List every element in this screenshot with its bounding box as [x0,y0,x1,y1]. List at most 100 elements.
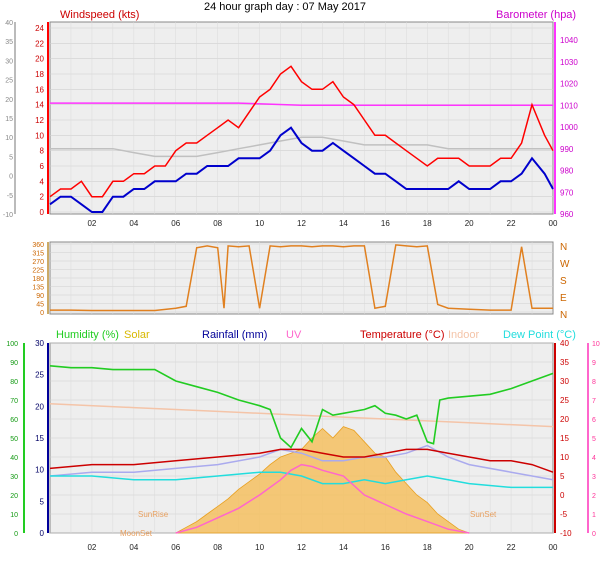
direction-tick-45: 45 [36,302,44,309]
weather-xtick-16: 16 [381,543,390,552]
legend-4: Temperature (°C) [360,329,444,341]
rainfall-tick-5: 5 [40,497,45,506]
rainfall-tick-25: 25 [35,371,44,380]
humidity-tick-80: 80 [10,379,18,386]
weather-xtick-12: 12 [297,543,306,552]
wind-left-tick-8: 8 [40,147,45,156]
weather-xtick-20: 20 [465,543,474,552]
temperature-tick--10: -10 [560,529,572,538]
wind-left-tick-14: 14 [35,101,44,110]
humidity-tick-20: 20 [10,493,18,500]
temperature-tick-10: 10 [560,453,569,462]
avg-wind-line [49,126,554,213]
wind-right-axis-label: Barometer (hpa) [496,9,576,21]
weather-xtick-00: 00 [549,543,558,552]
wind-xtick-14: 14 [339,219,348,228]
temperature-tick-15: 15 [560,434,569,443]
barometer-line [50,102,553,107]
wind-outer-tick-10: 10 [5,135,13,142]
humidity-line [49,365,554,449]
wind-outer-tick--5: -5 [7,193,13,200]
uv-tick-1: 1 [592,512,596,519]
direction-tick-180: 180 [32,276,44,283]
weather-xtick-10: 10 [255,543,264,552]
weather-xtick-08: 08 [213,543,222,552]
wind-right-tick-1010: 1010 [560,101,578,110]
solar-area [175,426,470,534]
wind-xtick-10: 10 [255,219,264,228]
temperature-tick-40: 40 [560,339,569,348]
wind-left-tick-12: 12 [35,116,44,125]
uv-tick-4: 4 [592,455,596,462]
wind-xtick-20: 20 [465,219,474,228]
wind-outer-tick-25: 25 [5,78,13,85]
temperature-tick-35: 35 [560,358,569,367]
direction-compass-2: S [560,276,567,287]
wind-xtick-00: 00 [549,219,558,228]
rainfall-tick-10: 10 [35,466,44,475]
direction-compass-3: E [560,293,567,304]
annotation-sunrise: SunRise [138,510,169,519]
indoor-line [49,403,554,428]
chart-title: 24 hour graph day : 07 May 2017 [204,1,366,13]
humidity-tick-60: 60 [10,417,18,424]
wind-right-tick-970: 970 [560,188,574,197]
wind-right-tick-1000: 1000 [560,123,578,132]
rainfall-tick-15: 15 [35,434,44,443]
rainfall-tick-20: 20 [35,402,44,411]
wind-left-axis-label: Windspeed (kts) [60,9,139,21]
wind-xtick-18: 18 [423,219,432,228]
wind-outer-tick-0: 0 [9,174,13,181]
annotation-sunset: SunSet [470,510,497,519]
wind-outer-tick-35: 35 [5,39,13,46]
humidity-tick-30: 30 [10,474,18,481]
wind-grey-line [50,136,553,158]
wind-right-tick-1020: 1020 [560,80,578,89]
weather-xtick-02: 02 [87,543,96,552]
weather-xtick-04: 04 [129,543,138,552]
weather-xtick-22: 22 [507,543,516,552]
uv-tick-10: 10 [592,341,600,348]
humidity-tick-50: 50 [10,436,18,443]
wind-right-tick-960: 960 [560,210,574,219]
wind-right-tick-990: 990 [560,145,574,154]
uv-tick-6: 6 [592,417,596,424]
humidity-tick-90: 90 [10,360,18,367]
temperature-tick-30: 30 [560,377,569,386]
wind-outer-tick-40: 40 [5,20,13,27]
wind-outer-tick--10: -10 [3,212,13,219]
humidity-tick-10: 10 [10,512,18,519]
gust-line [49,65,554,198]
wind-outer-tick-30: 30 [5,58,13,65]
wind-xtick-16: 16 [381,219,390,228]
uv-tick-0: 0 [592,531,596,538]
wind-outer-tick-5: 5 [9,154,13,161]
wind-left-tick-2: 2 [40,193,45,202]
uv-line [175,463,470,534]
direction-tick-0: 0 [40,310,44,317]
wind-xtick-08: 08 [213,219,222,228]
legend-5: Indoor [448,329,480,341]
wind-xtick-06: 06 [171,219,180,228]
direction-tick-225: 225 [32,268,44,275]
wind-left-tick-16: 16 [35,85,44,94]
uv-tick-2: 2 [592,493,596,500]
app-temp-line [49,444,554,481]
direction-line [50,244,553,312]
temperature-line [49,448,554,473]
wind-left-tick-4: 4 [40,177,45,186]
wind-xtick-22: 22 [507,219,516,228]
wind-outer-tick-20: 20 [5,97,13,104]
direction-compass-0: N [560,242,567,253]
direction-compass-1: W [560,259,570,270]
wind-outer-tick-15: 15 [5,116,13,123]
wind-xtick-02: 02 [87,219,96,228]
direction-compass-4: N [560,310,567,321]
temperature-tick-5: 5 [560,472,565,481]
wind-left-tick-0: 0 [40,208,45,217]
dew-point-line [50,471,553,489]
wind-right-tick-980: 980 [560,167,574,176]
humidity-tick-100: 100 [6,341,18,348]
